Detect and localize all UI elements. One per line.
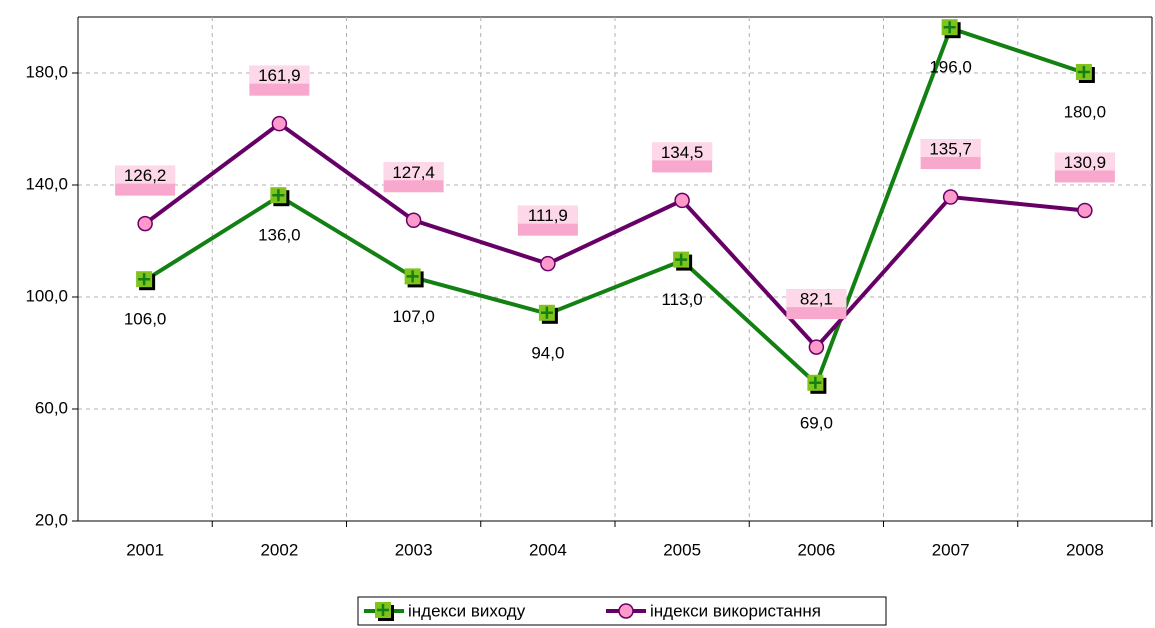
- data-label: 107,0: [392, 307, 435, 326]
- marker: [618, 603, 634, 619]
- data-label-bg: [920, 139, 981, 158]
- y-tick-label: 140,0: [25, 174, 68, 193]
- data-label: 180,0: [1064, 102, 1107, 121]
- x-tick-label: 2007: [932, 540, 970, 559]
- marker-cross: [406, 270, 419, 283]
- marker-cross: [377, 604, 389, 616]
- data-label-bg: [1054, 152, 1115, 171]
- data-label: 94,0: [531, 343, 564, 362]
- x-tick-label: 2001: [126, 540, 164, 559]
- data-label: 135,7: [929, 140, 972, 159]
- marker-cross: [809, 376, 822, 389]
- marker-cross: [272, 189, 285, 202]
- marker-cross: [675, 253, 688, 266]
- x-tick-label: 2002: [260, 540, 298, 559]
- x-tick-label: 2005: [663, 540, 701, 559]
- marker-cross: [943, 21, 956, 34]
- data-label: 82,1: [800, 290, 833, 309]
- data-label: 126,2: [124, 166, 167, 185]
- data-label: 196,0: [929, 58, 972, 77]
- data-label-bg: [786, 289, 847, 308]
- legend-label: індекси виходу: [408, 601, 526, 620]
- series-line: [143, 121, 1086, 351]
- x-tick-label: 2008: [1066, 540, 1104, 559]
- marker-cross: [540, 306, 553, 319]
- marker: [808, 339, 825, 355]
- series-line: [144, 25, 1086, 388]
- marker: [674, 192, 690, 209]
- legend-label: індекси використання: [650, 601, 821, 620]
- marker: [1077, 202, 1093, 219]
- marker-cross: [1077, 66, 1090, 78]
- data-label: 111,9: [528, 206, 568, 225]
- x-tick-label: 2004: [529, 540, 567, 559]
- marker: [942, 189, 959, 205]
- data-label-bg: [517, 205, 578, 224]
- data-label: 106,0: [124, 310, 167, 329]
- marker: [540, 255, 556, 272]
- marker: [137, 215, 153, 232]
- data-label-bg: [383, 162, 444, 181]
- y-tick-label: 100,0: [25, 286, 68, 305]
- marker: [405, 212, 422, 229]
- data-label: 130,9: [1064, 153, 1107, 172]
- marker: [271, 115, 288, 132]
- data-label: 134,5: [661, 143, 704, 162]
- data-label: 113,0: [661, 290, 702, 309]
- marker-cross: [138, 273, 151, 286]
- x-tick-label: 2006: [797, 540, 835, 559]
- data-label: 127,4: [392, 163, 435, 182]
- y-tick-label: 60,0: [35, 398, 68, 417]
- data-label-bg: [652, 142, 713, 161]
- data-label: 161,9: [258, 66, 301, 85]
- y-tick-label: 180,0: [25, 62, 68, 81]
- y-tick-label: 20,0: [35, 510, 68, 529]
- data-label-bg: [115, 165, 176, 184]
- data-label: 69,0: [800, 413, 833, 432]
- data-label: 136,0: [258, 226, 301, 245]
- data-label-bg: [249, 65, 310, 84]
- x-tick-label: 2003: [395, 540, 433, 559]
